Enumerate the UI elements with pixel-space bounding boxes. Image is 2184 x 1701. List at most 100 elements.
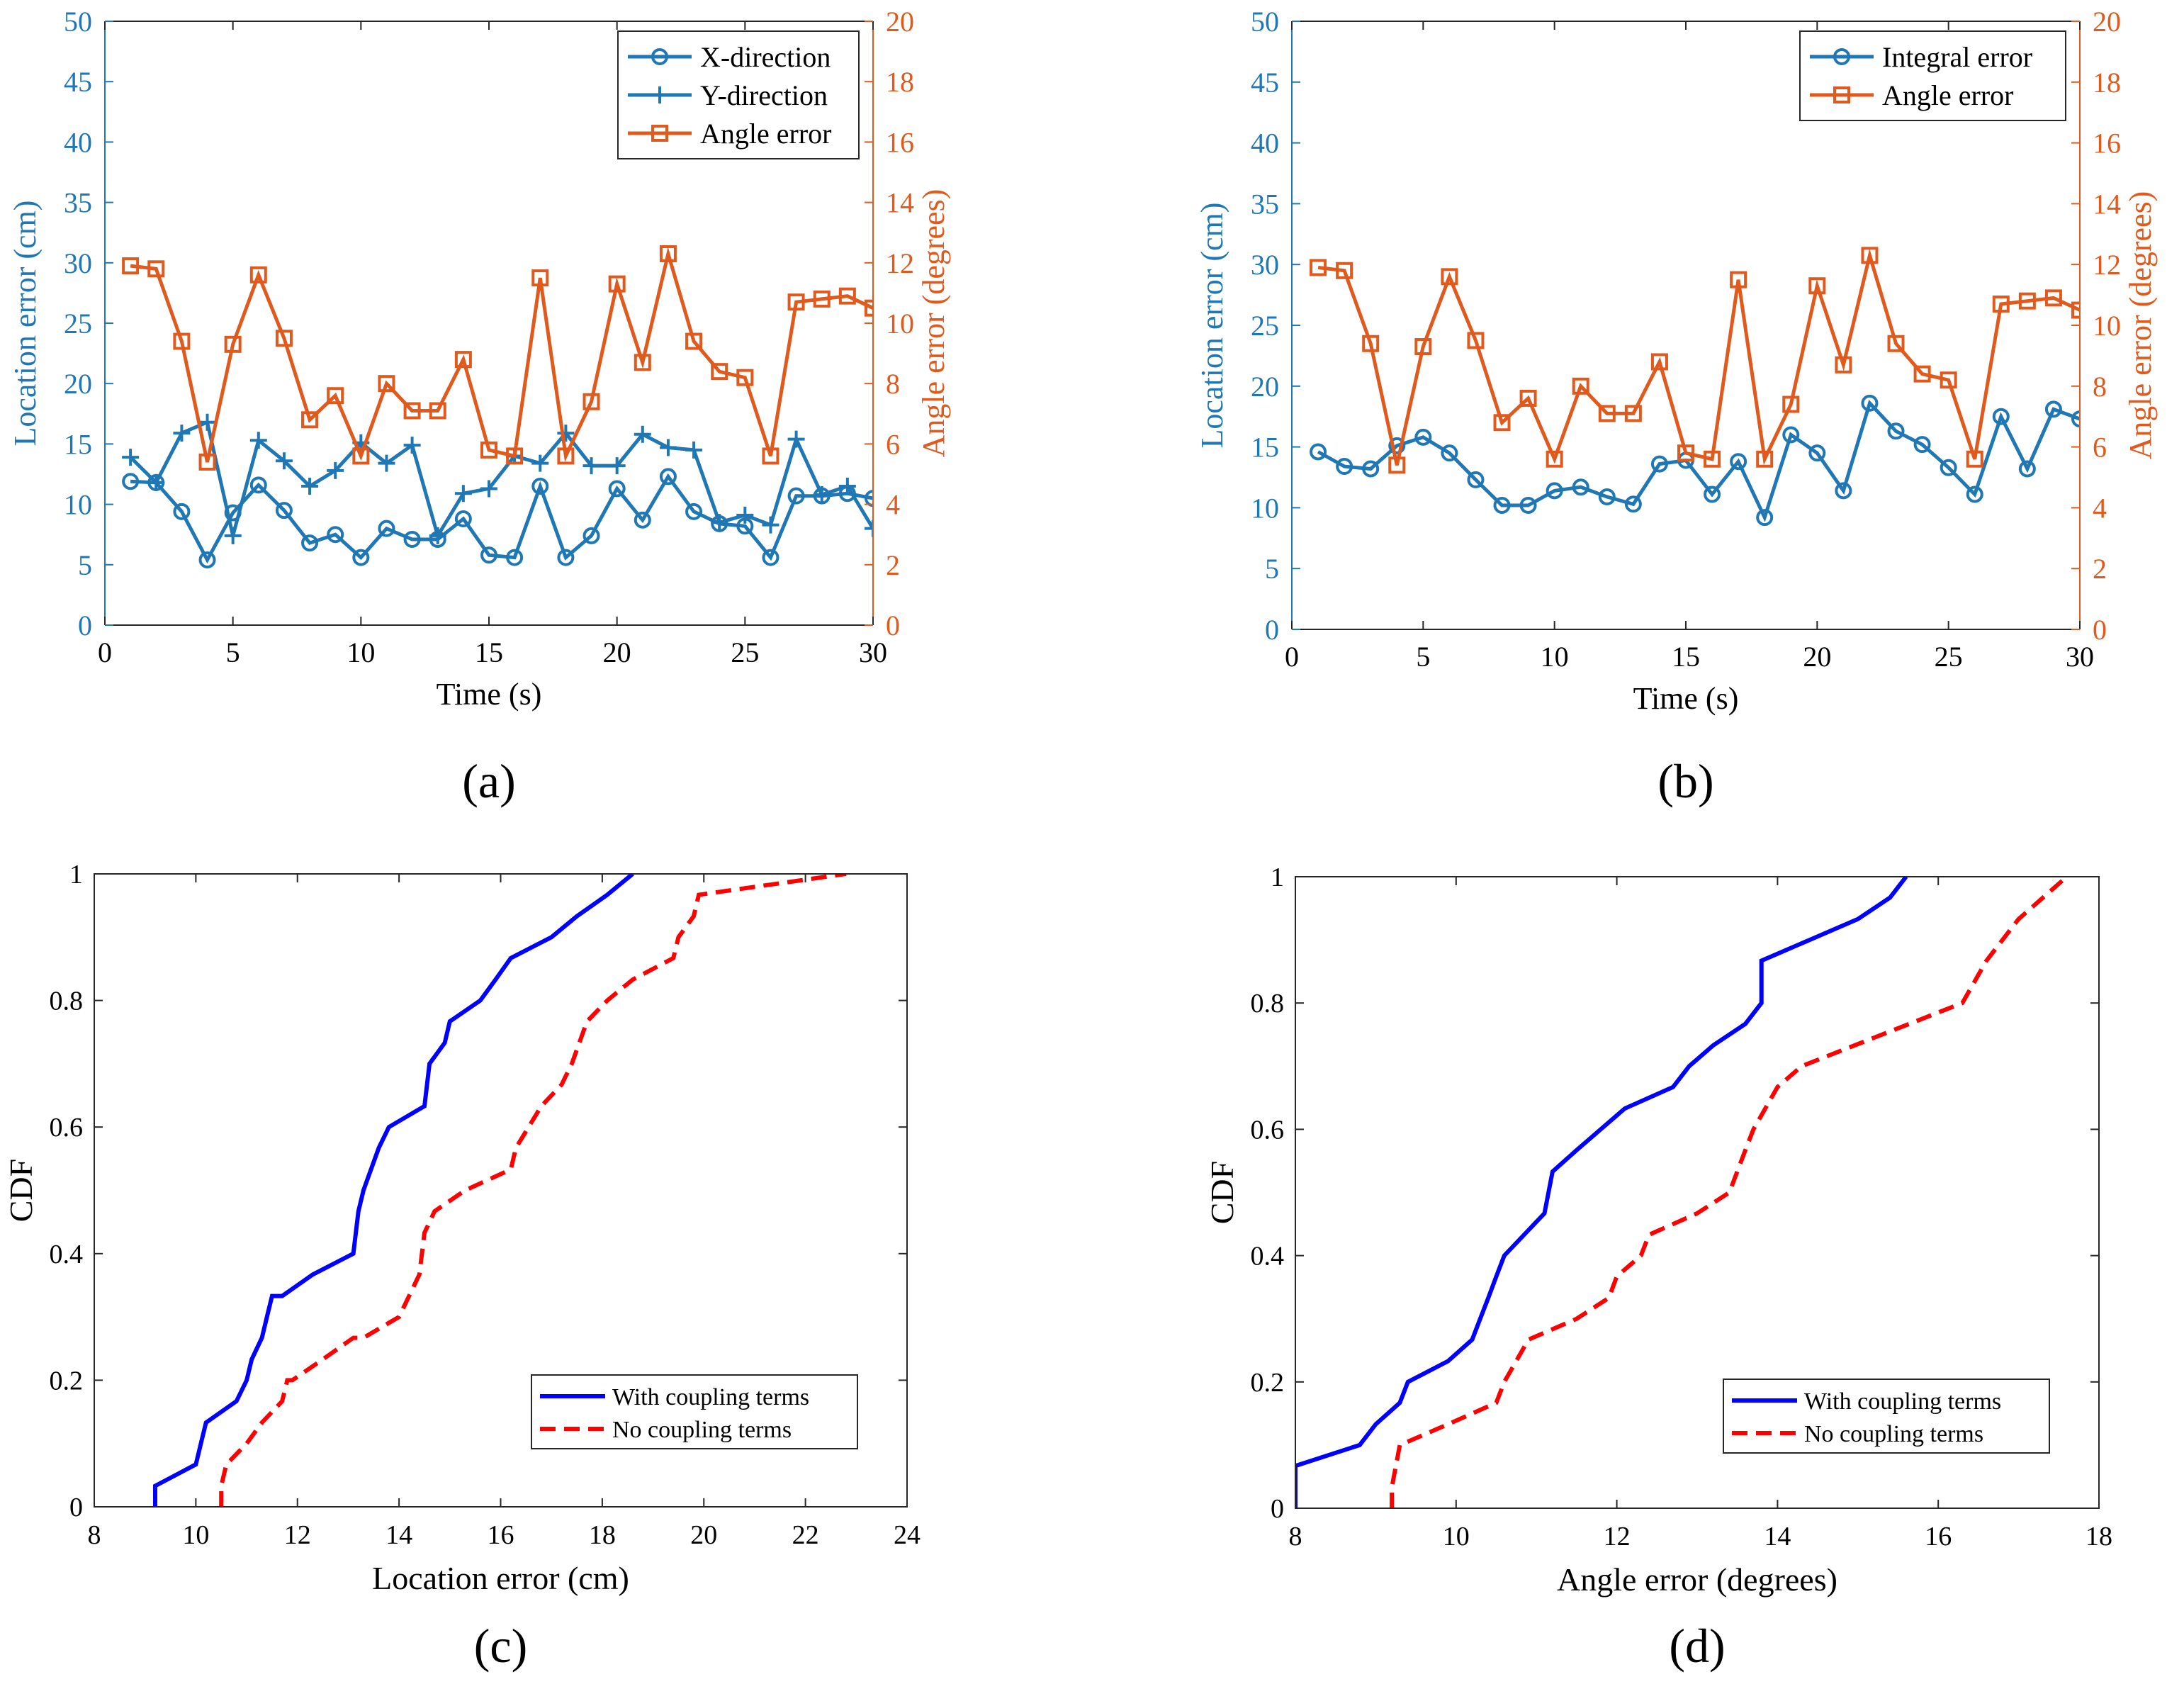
y-tick-label-left: 15	[64, 428, 92, 460]
data-point	[327, 461, 344, 479]
data-point	[147, 260, 165, 278]
y-tick-label: 0.2	[1251, 1368, 1285, 1398]
x-axis-label: Angle error (degrees)	[1557, 1561, 1837, 1598]
data-point	[1835, 356, 1852, 374]
y-tick-label-left: 35	[1251, 188, 1279, 220]
data-point	[634, 511, 651, 529]
data-point	[173, 332, 191, 350]
legend-entry: With coupling terms	[1732, 1388, 2001, 1415]
data-point	[480, 480, 497, 498]
y-tick-label-right: 2	[2093, 553, 2107, 585]
series-integral-error	[1310, 394, 2080, 527]
data-point	[1598, 488, 1616, 505]
data-point	[531, 478, 549, 495]
y-tick-label-right: 0	[2093, 614, 2107, 646]
data-point	[865, 490, 873, 507]
legend: With coupling terms No coupling terms	[1723, 1379, 2050, 1454]
x-tick-label: 22	[792, 1520, 819, 1550]
data-point	[2044, 400, 2062, 418]
series-line	[129, 420, 873, 541]
y-tick-label-right: 12	[886, 247, 914, 279]
legend-entry: With coupling terms	[540, 1384, 809, 1410]
panel-label: (d)	[1669, 1619, 1725, 1673]
y-tick-label-left: 0	[78, 610, 92, 641]
legend-entry: Angle error	[1810, 79, 2013, 111]
y-tick-label-left: 30	[64, 247, 92, 279]
data-point	[1414, 338, 1432, 356]
data-point	[1414, 428, 1432, 446]
data-point	[506, 447, 524, 465]
cdf-line	[153, 874, 634, 1507]
data-point	[1493, 414, 1511, 432]
data-point	[1861, 247, 1879, 264]
data-point	[429, 527, 446, 544]
series-with-coupling-terms	[1295, 877, 1908, 1508]
data-point	[582, 457, 600, 475]
y-tick-label-right: 8	[2093, 371, 2107, 403]
data-point	[1441, 268, 1458, 286]
data-point	[480, 441, 497, 459]
data-point	[608, 457, 626, 475]
data-point	[1992, 408, 2010, 425]
data-point	[327, 387, 344, 405]
data-point	[1388, 437, 1406, 454]
x-tick-label: 18	[2086, 1522, 2112, 1551]
x-tick-label: 20	[690, 1520, 717, 1550]
x-tick-label: 0	[98, 636, 112, 668]
x-tick-label: 20	[603, 636, 631, 668]
legend-marker	[651, 86, 668, 103]
legend-marker	[1833, 48, 1850, 65]
panel-label: (a)	[462, 754, 515, 808]
cdf-line	[1390, 877, 2068, 1508]
y-tick-label-left: 5	[78, 549, 92, 581]
data-point	[1310, 259, 1327, 276]
data-point	[1336, 458, 1353, 476]
data-point	[1624, 495, 1642, 513]
legend-entry: Integral error	[1810, 41, 2032, 73]
y-axis-label-left: Location error (cm)	[8, 201, 43, 447]
data-point	[685, 441, 703, 459]
data-point	[403, 437, 421, 454]
data-point	[1966, 485, 1983, 503]
data-point	[480, 546, 497, 564]
y-tick-label: 0.4	[50, 1240, 84, 1269]
legend-box	[1723, 1379, 2050, 1454]
data-point	[2018, 292, 2036, 310]
y-tick-label: 0.2	[50, 1366, 84, 1396]
data-point	[1808, 277, 1826, 295]
x-tick-label: 30	[859, 636, 887, 668]
y-tick-label: 0.6	[1251, 1115, 1285, 1145]
data-point	[1650, 353, 1668, 371]
data-point	[1730, 271, 1747, 288]
data-point	[1704, 450, 1721, 468]
data-point	[659, 245, 677, 263]
data-point	[1467, 471, 1485, 488]
data-point	[301, 478, 319, 495]
data-point	[1940, 371, 1957, 389]
x-tick-label: 0	[1285, 641, 1299, 673]
series-no-coupling-terms	[219, 874, 847, 1507]
x-tick-label: 16	[1925, 1522, 1952, 1551]
x-tick-label: 15	[1672, 641, 1700, 673]
y-tick-label-right: 18	[886, 66, 914, 98]
y-tick-label-left: 10	[64, 489, 92, 521]
data-point	[198, 413, 216, 431]
y-tick-label-right: 14	[2093, 188, 2121, 220]
data-point	[1467, 332, 1485, 349]
legend-entry: Angle error	[628, 118, 831, 150]
y-tick-label-right: 4	[2093, 492, 2107, 524]
y-tick-label-left: 20	[1251, 371, 1279, 403]
data-point	[378, 375, 395, 393]
data-point	[1519, 496, 1537, 514]
data-point	[813, 485, 831, 503]
x-tick-label: 10	[1541, 641, 1569, 673]
data-point	[173, 425, 191, 442]
x-tick-label: 12	[1604, 1522, 1631, 1551]
data-point	[1624, 405, 1642, 422]
data-point	[557, 447, 575, 465]
y-tick-label-right: 4	[886, 489, 900, 521]
legend-entry: No coupling terms	[1732, 1421, 1983, 1447]
series-line	[1317, 248, 2080, 466]
data-point	[557, 425, 575, 442]
data-point	[865, 520, 873, 537]
